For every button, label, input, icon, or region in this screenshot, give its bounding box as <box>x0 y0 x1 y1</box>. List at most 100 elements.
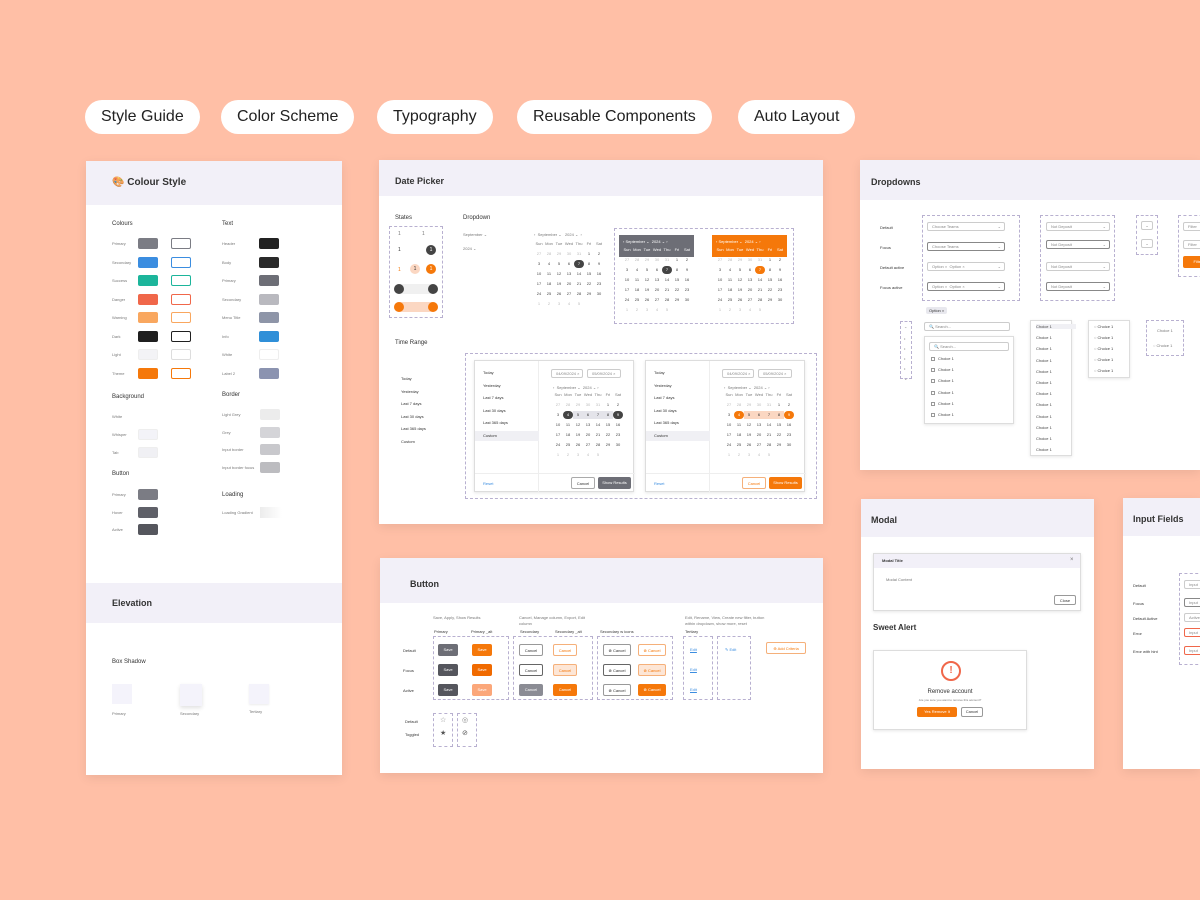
calendar-day[interactable]: 27 <box>585 442 591 447</box>
cancel-alt-focus[interactable]: Cancel <box>553 664 577 676</box>
save-alt-active[interactable]: Save <box>472 684 492 696</box>
calendar-day[interactable]: 4 <box>734 411 744 419</box>
vertical-stepper[interactable]: ⌃ • • • • ⌄ <box>904 326 908 381</box>
calendar-day[interactable]: 24 <box>624 297 630 302</box>
single-choice-label[interactable]: Choice 1 <box>1157 328 1173 333</box>
calendar-day[interactable]: 12 <box>575 422 581 427</box>
checkbox-icon[interactable] <box>931 379 935 384</box>
calendar-day-muted[interactable]: 27 <box>536 251 542 256</box>
calendar-day-muted[interactable]: 27 <box>624 257 630 262</box>
range-option[interactable]: Last 7 days <box>483 395 504 400</box>
calendar-day[interactable]: 23 <box>615 432 621 437</box>
calendar-day-muted[interactable]: 31 <box>757 257 763 262</box>
calendar-day[interactable]: 15 <box>605 422 611 427</box>
calendar-day[interactable]: 2 <box>778 257 782 262</box>
choice-item[interactable]: Choice 1 <box>1036 335 1052 341</box>
time-range-option[interactable]: Last 7 days <box>401 401 422 406</box>
calendar-day-muted[interactable]: 3 <box>738 307 742 312</box>
star-filled-icon[interactable]: ★ <box>440 730 447 737</box>
calendar-day[interactable]: 29 <box>767 297 773 302</box>
calendar-day[interactable]: 10 <box>726 422 732 427</box>
calendar-day[interactable]: 21 <box>595 432 601 437</box>
search-input-in-panel[interactable]: 🔍 Search... <box>929 342 1009 351</box>
calendar-day[interactable]: 2 <box>616 402 620 407</box>
calendar-day[interactable]: 14 <box>576 271 582 276</box>
calendar-day[interactable]: 19 <box>575 432 581 437</box>
calendar-day[interactable]: 16 <box>777 277 783 282</box>
choice-item[interactable]: Choice 1 <box>1036 413 1052 419</box>
reset-link-orange[interactable]: Reset <box>654 481 665 486</box>
state-range-start-orange[interactable] <box>394 302 404 312</box>
choice-item[interactable]: Choice 1 <box>1036 346 1052 352</box>
date-from-input-orange[interactable]: 04/09/2024 × <box>722 369 754 378</box>
radio-choice-item[interactable]: ◌ Choice 1 <box>1094 368 1114 373</box>
range-nav-orange[interactable]: ‹ September ⌄ 2024 ⌄ › <box>724 385 770 390</box>
calendar-day[interactable]: 29 <box>605 442 611 447</box>
cancel-icon-alt-default[interactable]: ⊗ Cancel <box>638 644 666 656</box>
icon-dropdown-focus[interactable]: ⌄ <box>1141 239 1153 248</box>
calendar-day[interactable]: 16 <box>615 422 621 427</box>
calendar-day[interactable]: 3 <box>718 267 722 272</box>
calendar-day[interactable]: 15 <box>586 271 592 276</box>
radio-choice-item[interactable]: ◌ Choice 1 <box>1094 335 1114 340</box>
state-hover-orange[interactable]: 1 <box>398 267 401 273</box>
calendar-day[interactable]: 21 <box>766 432 772 437</box>
time-range-option[interactable]: Last 365 days <box>401 426 426 431</box>
calendar-day[interactable]: 5 <box>573 411 583 419</box>
filter-input-focus[interactable]: Filter <box>1183 240 1200 249</box>
checkbox-choice[interactable]: Choice 1 <box>931 378 954 383</box>
save-primary-active[interactable]: Save <box>438 684 458 696</box>
calendar-day[interactable]: 21 <box>757 287 763 292</box>
calendar-day[interactable]: 25 <box>634 297 640 302</box>
cancel-icon-default[interactable]: ⊗ Cancel <box>603 644 631 656</box>
not-deposit-focus[interactable]: Not Deposit ⌄ <box>1046 240 1110 249</box>
calendar-day[interactable]: 17 <box>536 281 542 286</box>
cancel-alt-active[interactable]: Cancel <box>553 684 577 696</box>
not-deposit-default-active[interactable]: Not Deposit ⌄ <box>1046 262 1110 271</box>
calendar-day[interactable]: 28 <box>757 297 763 302</box>
checkbox-icon[interactable] <box>931 412 935 417</box>
not-deposit-focus-active[interactable]: Not Deposit ⌄ <box>1046 282 1110 291</box>
eye-off-icon[interactable]: ⊘ <box>462 730 468 737</box>
tag-style-guide[interactable]: Style Guide <box>85 100 200 134</box>
calendar-day[interactable]: 24 <box>726 442 732 447</box>
edit-tertiary-active[interactable]: Edit <box>690 687 697 692</box>
calendar-day-muted[interactable]: 28 <box>565 402 571 407</box>
checkbox-choice[interactable]: Choice 1 <box>931 401 954 406</box>
calendar-day[interactable]: 16 <box>684 277 690 282</box>
calendar-day[interactable]: 12 <box>746 422 752 427</box>
calendar-day[interactable]: 10 <box>717 277 723 282</box>
calendar-day[interactable]: 25 <box>727 297 733 302</box>
sweet-alert-cancel-button[interactable]: Cancel <box>961 707 983 717</box>
calendar-day[interactable]: 27 <box>756 442 762 447</box>
calendar-day[interactable]: 13 <box>654 277 660 282</box>
calendar-dark-nav[interactable]: ‹ September ⌄ 2024 ⌄ › <box>623 239 668 244</box>
save-alt-focus[interactable]: Save <box>472 664 492 676</box>
calendar-day-muted[interactable]: 4 <box>655 307 659 312</box>
checkbox-choice[interactable]: Choice 1 <box>931 390 954 395</box>
calendar-day-muted[interactable]: 2 <box>547 301 551 306</box>
choice-item[interactable]: Choice 1 <box>1036 368 1052 374</box>
choice-item[interactable]: Choice 1 <box>1036 380 1052 385</box>
calendar-day[interactable]: 4 <box>563 411 573 419</box>
calendar-day[interactable]: 13 <box>756 422 762 427</box>
reset-link-dark[interactable]: Reset <box>483 481 494 486</box>
calendar-day[interactable]: 18 <box>565 432 571 437</box>
calendar-day[interactable]: 17 <box>555 432 561 437</box>
calendar-day-muted[interactable]: 27 <box>717 257 723 262</box>
calendar-day[interactable]: 23 <box>684 287 690 292</box>
calendar-day[interactable]: 26 <box>575 442 581 447</box>
calendar-day[interactable]: 7 <box>764 411 774 419</box>
input-field[interactable]: Input <box>1184 580 1200 589</box>
calendar-day[interactable]: 9 <box>778 267 782 272</box>
search-input-plain[interactable]: 🔍 Search... <box>924 322 1010 331</box>
calendar-day[interactable]: 23 <box>786 432 792 437</box>
calendar-day[interactable]: 19 <box>556 281 562 286</box>
calendar-day-muted[interactable]: 30 <box>585 402 591 407</box>
multi-select-focus-active[interactable]: Option × Option × ⌄ <box>927 282 1005 291</box>
calendar-day[interactable]: 29 <box>674 297 680 302</box>
calendar-day[interactable]: 12 <box>737 277 743 282</box>
calendar-day[interactable]: 20 <box>566 281 572 286</box>
calendar-day[interactable]: 2 <box>787 402 791 407</box>
cancel-button-dark[interactable]: Cancel <box>571 477 595 489</box>
